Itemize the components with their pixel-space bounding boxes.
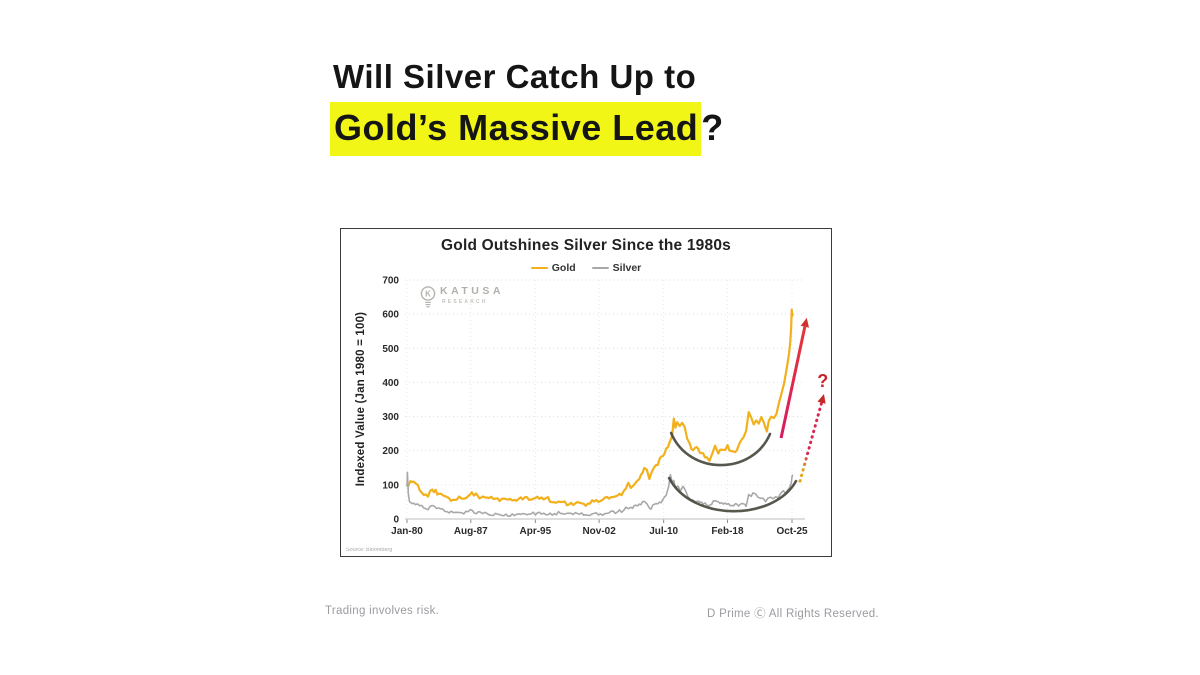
katusa-watermark: K KATUSA RESEARCH: [419, 285, 504, 310]
legend-item-gold: Gold: [530, 262, 576, 274]
legend-label-silver: Silver: [612, 262, 642, 274]
chart-canvas: Jan-80 Aug-87 Apr-95 Nov-02 Jul-10 Feb-18 Oct-…: [382, 276, 828, 538]
y-tick-label: 500: [382, 344, 399, 355]
y-tick-label: 400: [382, 378, 399, 389]
katusa-brand-text: KATUSA: [440, 285, 504, 297]
footer-disclaimer: Trading involves risk.: [325, 605, 440, 617]
katusa-sub-text: RESEARCH: [442, 299, 488, 305]
legend-item-silver: Silver: [591, 262, 642, 274]
x-tick-label: Nov-02: [582, 526, 616, 537]
katusa-wordmark: KATUSA RESEARCH: [440, 285, 504, 305]
footer-copyright: D Prime Ⓒ All Rights Reserved.: [707, 608, 879, 620]
headline-suffix: ?: [701, 106, 724, 148]
silver-line-swatch-icon: [591, 266, 609, 270]
chart-title: Gold Outshines Silver Since the 1980s: [441, 237, 731, 254]
x-tick-label: Apr-95: [519, 526, 551, 537]
headline-line2: Gold’s Massive Lead?: [330, 101, 850, 156]
x-tick-label: Feb-18: [711, 526, 744, 537]
legend-label-gold: Gold: [551, 262, 576, 274]
y-tick-label: 600: [382, 310, 399, 321]
x-tick-label: Jan-80: [391, 526, 423, 537]
y-tick-label: 300: [382, 412, 399, 423]
headline-line1: Will Silver Catch Up to: [333, 58, 697, 95]
x-tick-label: Oct-25: [776, 526, 808, 537]
silver-series-line: [406, 471, 794, 518]
arrowhead-icon: [817, 394, 826, 404]
lightbulb-icon: K: [420, 286, 436, 308]
trend-arrow-dotted: [798, 401, 824, 483]
headline: Will Silver Catch Up to Gold’s Massive L…: [330, 57, 850, 156]
cup-annotation: [669, 431, 772, 467]
y-tick-label: 0: [393, 515, 399, 526]
x-tick-label: Jul-10: [649, 526, 678, 537]
chart-panel: Jan-80 Aug-87 Apr-95 Nov-02 Jul-10 Feb-18 Oct-…: [340, 228, 832, 557]
y-tick-label: 200: [382, 446, 399, 457]
svg-text:K: K: [425, 289, 431, 298]
arrowhead-icon: [800, 317, 809, 328]
question-mark: ?: [817, 371, 828, 391]
gold-line-swatch-icon: [530, 266, 548, 270]
headline-highlight: Gold’s Massive Lead: [330, 101, 702, 156]
y-axis-title: Indexed Value (Jan 1980 = 100): [355, 311, 367, 487]
cup-annotation: [667, 476, 798, 513]
source-label: Source: Bloomberg: [346, 547, 393, 553]
chart-legend: Gold Silver: [341, 262, 831, 274]
gold-series-line: [406, 308, 794, 507]
x-tick-label: Aug-87: [454, 526, 488, 537]
trend-arrow-solid: [779, 326, 807, 439]
y-tick-label: 100: [382, 480, 399, 491]
y-tick-label: 700: [382, 276, 399, 287]
